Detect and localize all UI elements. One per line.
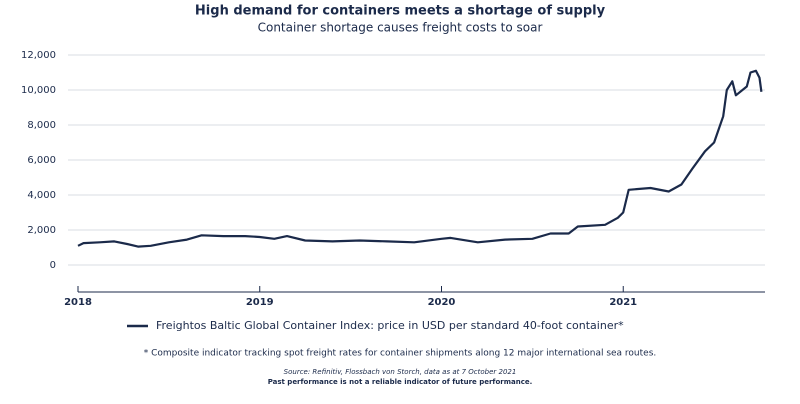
y-tick-label: 6,000 <box>27 155 56 166</box>
x-tick-label: 2020 <box>428 297 456 308</box>
y-tick-label: 0 <box>50 260 56 271</box>
x-tick-label: 2021 <box>609 297 637 308</box>
x-tick-label: 2019 <box>246 297 274 308</box>
source: Source: Refinitiv, Flossbach von Storch,… <box>284 368 517 376</box>
y-tick-label: 10,000 <box>21 85 56 96</box>
y-tick-label: 4,000 <box>27 190 56 201</box>
chart-title: High demand for containers meets a short… <box>195 4 606 19</box>
disclaimer: Past performance is not a reliable indic… <box>268 378 533 386</box>
y-tick-label: 8,000 <box>27 120 56 131</box>
y-tick-label: 12,000 <box>21 50 56 61</box>
x-tick-label: 2018 <box>64 297 92 308</box>
y-tick-label: 2,000 <box>27 225 56 236</box>
line <box>77 69 763 248</box>
footnote: * Composite indicator tracking spot frei… <box>144 349 657 359</box>
chart-subtitle: Container shortage causes freight costs … <box>258 21 543 35</box>
legend-label: Freightos Baltic Global Container Index:… <box>156 319 624 332</box>
